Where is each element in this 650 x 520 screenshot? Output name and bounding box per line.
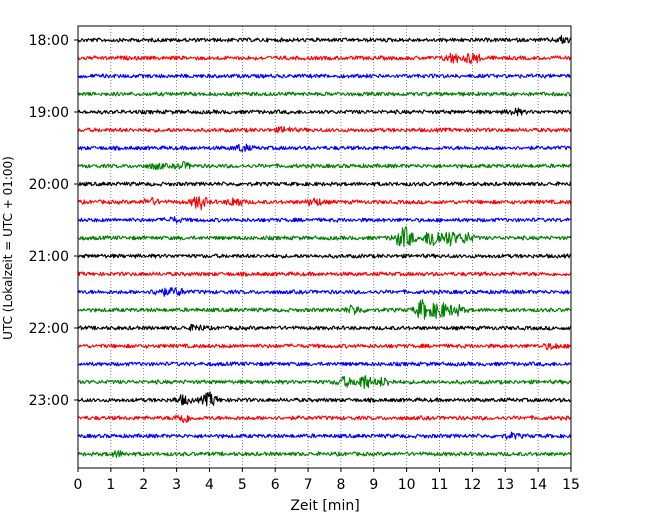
seismic-trace-2300	[77, 391, 572, 407]
x-tick-label: 15	[562, 477, 580, 493]
x-tick-label: 6	[271, 477, 280, 493]
x-tick-label: 5	[238, 477, 247, 493]
y-tick-label: 20:00	[29, 177, 69, 193]
y-tick-label: 23:00	[29, 393, 69, 409]
seismic-trace-2030	[77, 216, 572, 224]
x-tick-label: 9	[369, 477, 378, 493]
trace-layer	[77, 34, 572, 458]
x-tick-label: 3	[172, 477, 181, 493]
seismic-trace-1945	[77, 161, 572, 171]
x-tick-label: 0	[74, 477, 83, 493]
x-tick-label: 8	[336, 477, 345, 493]
y-tick-label: 21:00	[29, 249, 69, 265]
plot-area-background	[78, 26, 571, 468]
x-axis-ticks: 0 1 2 3 4 5 6 7 8 9 10 11 12 13 14 15	[74, 468, 580, 493]
seismic-trace-1900	[77, 107, 572, 117]
x-axis-label: Zeit [min]	[290, 498, 359, 514]
seismic-trace-2200	[77, 323, 572, 332]
seismic-trace-2015	[77, 196, 572, 211]
plot-frame	[77, 25, 572, 469]
x-tick-label: 14	[529, 477, 547, 493]
y-tick-label: 18:00	[29, 33, 69, 49]
seismic-trace-1915	[77, 125, 572, 133]
seismic-trace-2100	[77, 253, 572, 259]
seismic-trace-2330	[77, 431, 572, 440]
x-tick-label: 4	[205, 477, 214, 493]
y-axis-ticks: 18:00 19:00 20:00 21:00 22:00 23:00	[29, 33, 78, 409]
seismic-trace-2315	[77, 414, 572, 424]
x-tick-label: 13	[496, 477, 514, 493]
x-tick-label: 12	[463, 477, 481, 493]
seismic-trace-2345	[77, 450, 572, 458]
seismic-trace-2130	[77, 287, 572, 297]
x-tick-label: 10	[398, 477, 416, 493]
x-tick-label: 1	[106, 477, 115, 493]
x-tick-label: 11	[431, 477, 449, 493]
y-axis-label: UTC (Lokalzeit = UTC + 01:00)	[1, 156, 15, 340]
x-tick-label: 7	[304, 477, 313, 493]
y-tick-label: 22:00	[29, 321, 69, 337]
seismic-trace-2230	[77, 361, 572, 367]
seismic-trace-1845	[77, 91, 572, 97]
seismic-trace-2145	[77, 298, 572, 320]
seismic-trace-1800	[77, 34, 572, 45]
seismic-trace-2000	[77, 181, 572, 187]
seismic-trace-2115	[77, 271, 572, 277]
seismic-trace-1930	[77, 143, 572, 153]
seismic-trace-2045	[77, 226, 572, 248]
x-tick-label: 2	[139, 477, 148, 493]
seismic-trace-2245	[77, 375, 572, 390]
y-tick-label: 19:00	[29, 105, 69, 121]
seismic-trace-1815	[77, 52, 572, 65]
seismic-trace-1830	[77, 73, 572, 79]
seismic-trace-2215	[77, 343, 572, 351]
